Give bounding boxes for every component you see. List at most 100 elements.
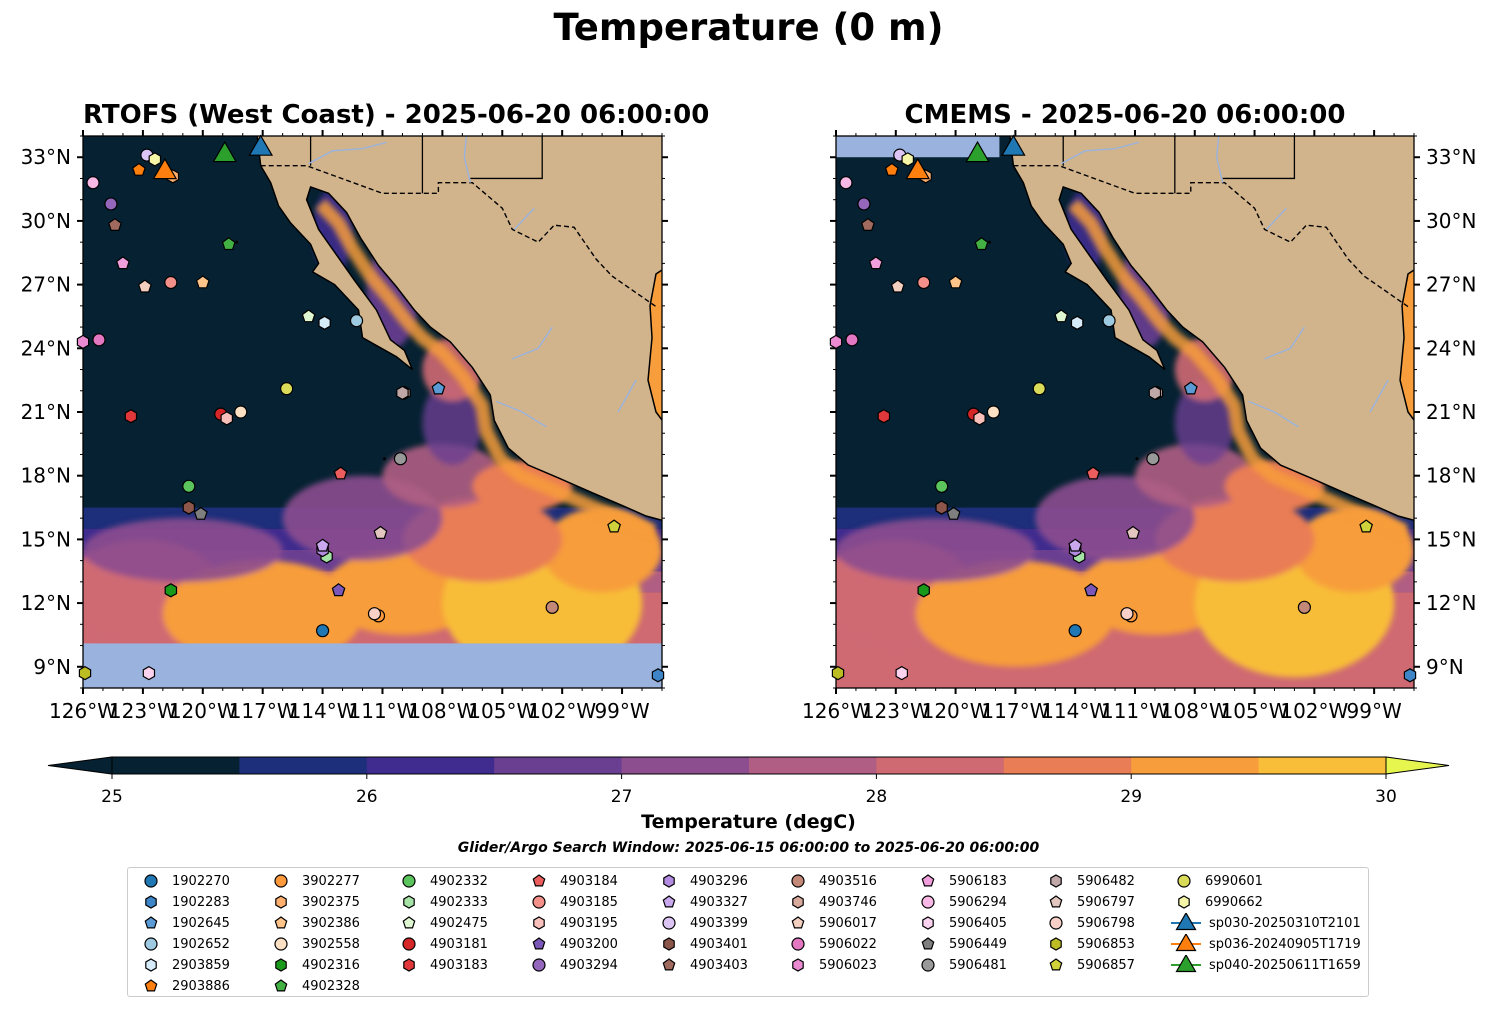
marker-sp040-20250611T1659 <box>965 140 990 163</box>
legend-item: 3902558 <box>268 934 360 954</box>
legend-marker <box>145 958 157 972</box>
marker-4902316 <box>917 583 930 598</box>
lon-tick-label: 99°W <box>1347 699 1402 723</box>
lon-tick-label: 126°W <box>49 699 117 723</box>
legend-item: 2903859 <box>138 955 230 975</box>
lon-tick-label: 120°W <box>169 699 237 723</box>
legend-item: 4903746 <box>785 892 877 912</box>
marker-1902270 <box>1068 624 1082 638</box>
lat-tick-label: 15°N <box>21 527 71 551</box>
legend-marker <box>144 937 158 951</box>
hexagon-marker-icon <box>922 916 934 930</box>
marker-3902386 <box>948 275 963 289</box>
river <box>496 400 547 428</box>
river <box>617 379 637 413</box>
legend-label: 4903516 <box>819 873 877 889</box>
legend-label: 4903195 <box>560 915 618 931</box>
legend-item: 4903195 <box>526 913 618 933</box>
marker-5906294 <box>86 176 100 190</box>
river <box>1248 400 1299 428</box>
legend-marker <box>533 916 545 930</box>
legend-marker <box>922 916 934 930</box>
marker-4903200 <box>331 583 346 597</box>
circle-marker-icon <box>532 895 546 909</box>
legend-marker <box>1178 895 1190 909</box>
lat-tick-label: 15°N <box>1426 527 1476 551</box>
hexagon-marker-icon <box>1178 895 1190 909</box>
hexagon-marker-icon <box>403 958 415 972</box>
legend-item: 1902283 <box>138 892 230 912</box>
lat-tick-label: 30°N <box>1426 209 1476 233</box>
legend-item: 5906022 <box>785 934 877 954</box>
legend-item: 4902475 <box>396 913 488 933</box>
marker-2903886 <box>131 162 146 176</box>
circle-marker-icon <box>791 937 805 951</box>
legend-label: 1902283 <box>172 894 230 910</box>
legend-label: 1902645 <box>172 915 230 931</box>
legend-marker <box>532 958 546 972</box>
lon-tick-label: 126°W <box>802 699 870 723</box>
legend-marker <box>1049 916 1063 930</box>
legend-item: 5906853 <box>1043 934 1135 954</box>
lat-tick-label: 12°N <box>1426 591 1476 615</box>
marker-4903403 <box>860 217 875 231</box>
marker-1902645 <box>1183 381 1198 395</box>
legend-marker <box>402 937 416 951</box>
legend-item: 4902332 <box>396 871 488 891</box>
legend-item: sp040-20250611T1659 <box>1171 955 1361 975</box>
marker-4902332 <box>935 479 949 493</box>
legend-marker <box>1049 895 1063 908</box>
legend-marker <box>792 895 804 909</box>
map-panel-cmems: 126°W123°W120°W117°W114°W111°W108°W105°W… <box>802 130 1476 723</box>
marker-5906405 <box>142 665 156 681</box>
marker-6990662 <box>901 152 915 167</box>
legend-marker <box>791 937 805 951</box>
legend-marker <box>1050 937 1062 951</box>
marker-sp030-20250310T2101 <box>1001 134 1026 156</box>
marker-5906482 <box>1148 385 1162 401</box>
marker-4903327 <box>1068 538 1083 552</box>
marker-3902558 <box>986 405 1001 419</box>
marker-5906482 <box>396 385 409 401</box>
lat-tick-label: 30°N <box>21 209 71 233</box>
circle-marker-icon <box>402 937 416 951</box>
legend-item: 4902316 <box>268 955 360 975</box>
legend-item: 6990601 <box>1171 871 1263 891</box>
marker-5906481 <box>1146 452 1160 466</box>
marker-1902283 <box>1403 668 1417 683</box>
marker-5906022 <box>92 333 106 347</box>
marker-5906017 <box>890 279 905 293</box>
pentagon-marker-icon <box>662 958 676 971</box>
legend-label: 4903183 <box>430 957 488 973</box>
search-window-subtitle: Glider/Argo Search Window: 2025-06-15 06… <box>457 840 1040 856</box>
lon-tick-label: 120°W <box>922 699 990 723</box>
legend-item: 4903296 <box>656 871 748 891</box>
marker-1902270 <box>315 624 330 638</box>
legend-marker <box>1175 955 1197 973</box>
warm-water-patch <box>162 560 363 667</box>
pentagon-marker-icon <box>662 895 676 908</box>
legend-label: 5906017 <box>819 915 877 931</box>
panel-title-rtofs: RTOFS (West Coast) - 2025-06-20 06:00:00 <box>83 100 710 130</box>
legend-item: 1902652 <box>138 934 230 954</box>
lon-tick-label: 123°W <box>862 699 930 723</box>
legend-item: 5906294 <box>915 892 1007 912</box>
legend-marker <box>662 895 676 908</box>
lon-tick-label: 111°W <box>1101 699 1169 723</box>
legend-label: 4903200 <box>560 936 618 952</box>
lon-tick-label: 102°W <box>528 699 596 723</box>
legend-item: 4902328 <box>268 976 360 996</box>
legend-label: 4902316 <box>302 957 360 973</box>
marker-4903401 <box>182 500 195 515</box>
legend-item: 2903886 <box>138 976 230 996</box>
legend-marker <box>921 874 935 887</box>
circle-marker-icon <box>144 874 158 888</box>
legend-item: 6990662 <box>1171 892 1263 912</box>
colorbar-tick-label: 29 <box>1120 787 1142 807</box>
legend-item: 3902386 <box>268 913 360 933</box>
legend-item: 4903399 <box>656 913 748 933</box>
marker-4902475 <box>301 309 316 323</box>
marker-5906481 <box>393 452 408 466</box>
circle-marker-icon <box>921 895 935 909</box>
marker-5906449 <box>193 506 208 520</box>
